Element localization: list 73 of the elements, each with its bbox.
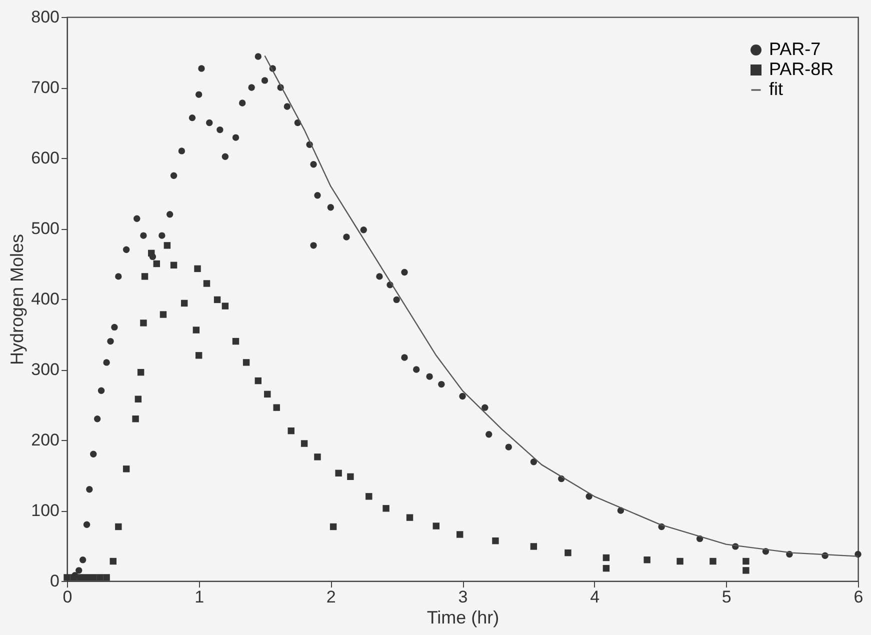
point (742, 567, 750, 574)
point (406, 514, 414, 521)
x-tick-label: 0 (62, 588, 72, 606)
y-tick-label: 700 (31, 78, 60, 97)
x-tick-label: 4 (590, 588, 600, 606)
y-tick-label: 500 (31, 219, 60, 238)
point (194, 265, 201, 272)
point (148, 250, 155, 257)
point (264, 390, 271, 398)
point (288, 427, 294, 434)
y-tick-label: 800 (31, 8, 60, 26)
point (314, 454, 321, 460)
x-tick-label: 5 (722, 588, 732, 606)
point (232, 338, 240, 345)
point (676, 558, 684, 565)
point (330, 523, 337, 530)
point (180, 300, 188, 307)
point (492, 537, 499, 544)
point (64, 574, 70, 581)
point (602, 564, 610, 572)
point (110, 558, 116, 565)
point (96, 574, 104, 581)
point (710, 558, 716, 565)
point (192, 326, 200, 334)
y-tick-label: 0 (50, 572, 60, 590)
y-tick-label: 400 (31, 290, 60, 308)
y-tick-label: 200 (31, 430, 60, 450)
legend-label: PAR-7 (769, 39, 821, 59)
y-axis-title: Hydrogen Moles (7, 234, 28, 366)
point (137, 368, 144, 376)
y-tick-label: 600 (31, 148, 60, 168)
point (222, 302, 229, 310)
point (195, 352, 202, 359)
x-axis-title: Time (hr) (426, 608, 500, 628)
point (335, 470, 342, 476)
point (214, 296, 221, 304)
point (90, 574, 97, 581)
point (366, 493, 372, 500)
point (347, 473, 354, 480)
legend-label: fit (769, 79, 784, 99)
point (164, 242, 171, 249)
x-tick-label: 3 (458, 588, 468, 606)
point (103, 574, 110, 581)
point (273, 404, 280, 411)
point (141, 273, 148, 280)
point (300, 440, 308, 447)
point (382, 505, 390, 512)
x-tick-label: 6 (854, 588, 864, 606)
point (170, 262, 178, 269)
x-tick-label: 1 (194, 588, 204, 606)
point (742, 558, 750, 565)
point (76, 574, 84, 581)
point (132, 415, 139, 422)
point (134, 396, 142, 402)
point (153, 260, 160, 268)
point (564, 549, 572, 556)
point (122, 466, 130, 472)
point (83, 574, 90, 581)
y-tick-label: 300 (31, 360, 60, 379)
point (203, 280, 210, 287)
legend-label: PAR-8R (769, 59, 834, 79)
point (115, 523, 122, 530)
point (432, 522, 440, 530)
point (140, 320, 147, 326)
point (530, 543, 538, 550)
point (602, 554, 610, 562)
point (644, 556, 650, 564)
point (160, 311, 167, 318)
point (242, 359, 250, 366)
y-tick-label: 100 (31, 501, 60, 520)
x-tick-label: 2 (326, 588, 336, 606)
point (254, 377, 262, 384)
point (456, 531, 464, 538)
